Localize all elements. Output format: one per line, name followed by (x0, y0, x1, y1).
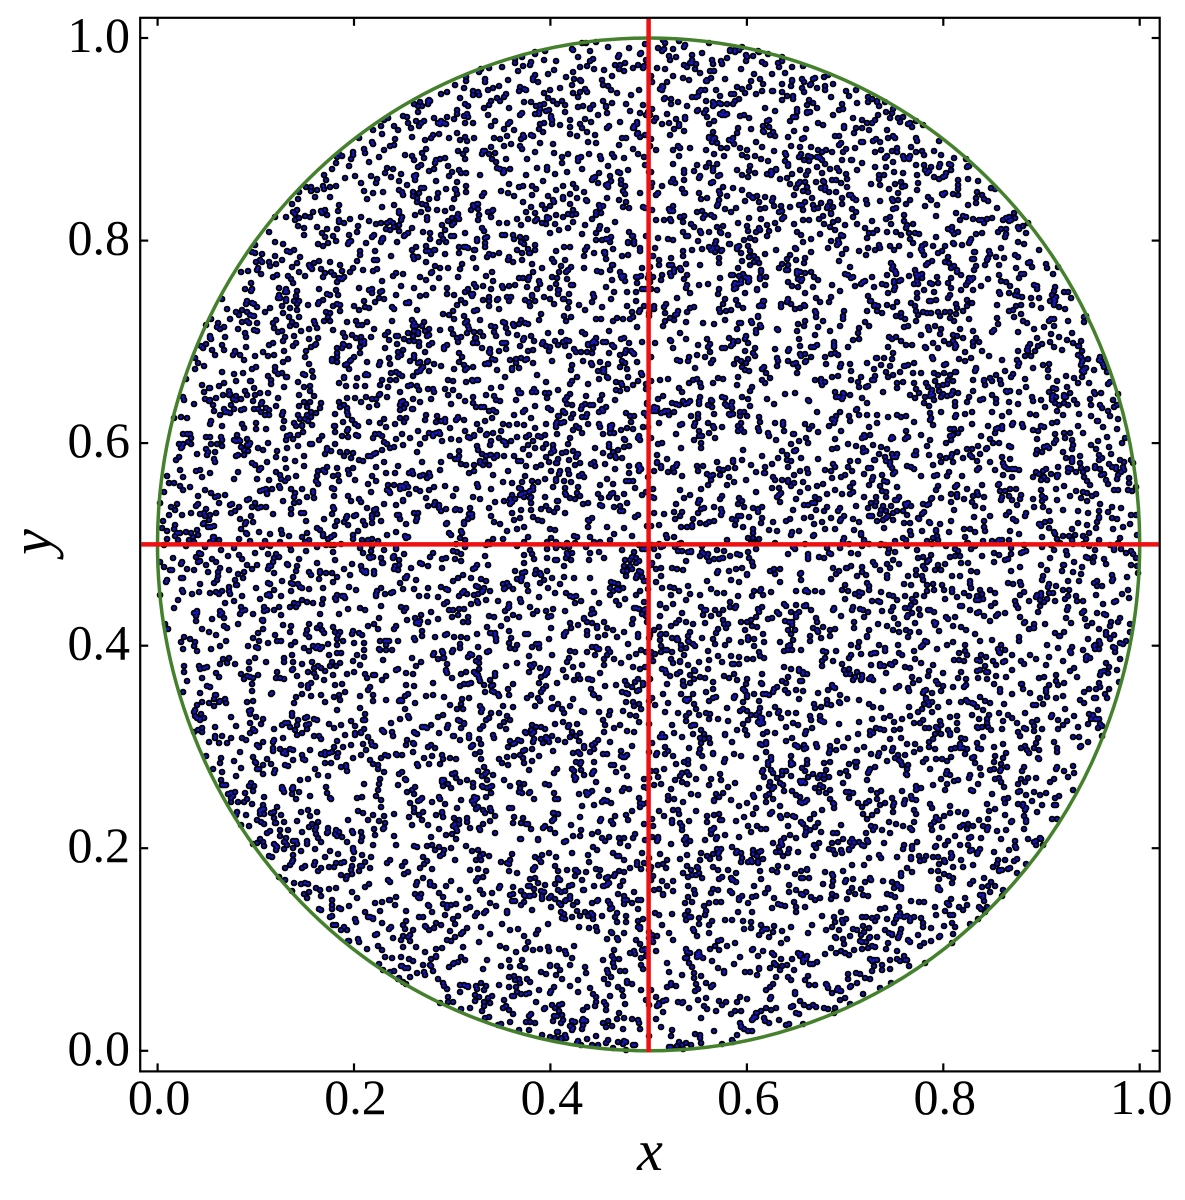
svg-text:0.0: 0.0 (128, 1069, 191, 1125)
svg-text:0.2: 0.2 (324, 1069, 387, 1125)
svg-text:0.4: 0.4 (68, 615, 131, 671)
svg-text:0.4: 0.4 (521, 1069, 584, 1125)
svg-text:y: y (0, 529, 64, 560)
svg-text:0.2: 0.2 (68, 817, 131, 873)
svg-text:0.0: 0.0 (68, 1020, 131, 1076)
svg-text:1.0: 1.0 (68, 7, 131, 63)
svg-text:x: x (636, 1118, 663, 1183)
svg-text:0.6: 0.6 (717, 1069, 780, 1125)
svg-text:0.8: 0.8 (914, 1069, 977, 1125)
svg-text:0.8: 0.8 (68, 210, 131, 266)
svg-text:1.0: 1.0 (1110, 1069, 1173, 1125)
svg-text:0.6: 0.6 (68, 412, 131, 468)
